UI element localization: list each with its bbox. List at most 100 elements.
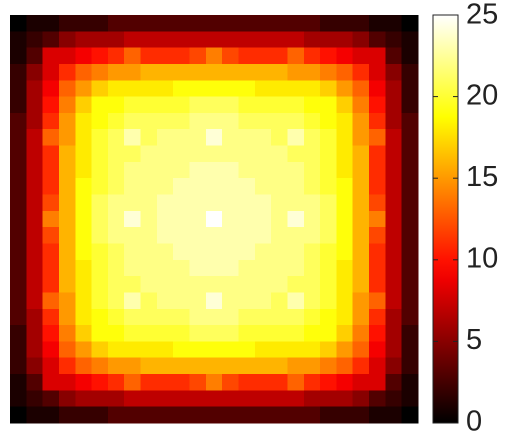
heat-cell: [205, 129, 223, 147]
heat-cell: [401, 390, 419, 408]
heat-cell: [173, 243, 191, 261]
heat-cell: [352, 178, 370, 196]
heat-cell: [75, 406, 93, 424]
heat-cell: [124, 31, 142, 49]
heat-cell: [287, 259, 305, 277]
heat-cell: [222, 31, 239, 49]
heat-cell: [91, 96, 109, 114]
heat-cell: [173, 292, 191, 310]
heat-cell: [58, 80, 76, 98]
heat-cell: [107, 341, 125, 359]
heat-cell: [10, 112, 27, 130]
heat-cell: [26, 80, 44, 98]
heat-cell: [124, 357, 142, 375]
heat-cell: [385, 357, 403, 375]
heat-cell: [352, 161, 370, 179]
heat-cell: [156, 63, 174, 81]
heat-cell: [91, 63, 109, 81]
heat-cell: [352, 357, 370, 375]
heat-cell: [222, 47, 239, 65]
heat-cell: [271, 227, 288, 244]
heat-cell: [271, 406, 288, 424]
heat-cell: [385, 259, 403, 277]
heat-cell: [385, 15, 403, 32]
heat-cell: [42, 178, 60, 196]
heat-cell: [91, 80, 109, 98]
heat-cell: [401, 357, 419, 375]
heat-cell: [320, 161, 337, 179]
heat-cell: [303, 178, 321, 196]
heat-cell: [140, 145, 158, 163]
heat-cell: [238, 178, 256, 196]
heat-cell: [26, 406, 44, 424]
heat-cell: [140, 325, 158, 342]
heat-cell: [401, 112, 419, 130]
heat-cell: [303, 357, 321, 375]
heat-cell: [10, 145, 27, 163]
heat-cell: [75, 243, 93, 261]
heat-cell: [173, 357, 191, 375]
heat-cell: [303, 80, 321, 98]
heat-cell: [140, 112, 158, 130]
heat-cell: [75, 80, 93, 98]
heat-cell: [107, 406, 125, 424]
heat-cell: [189, 194, 207, 212]
heat-cell: [91, 341, 109, 359]
heat-cell: [336, 145, 354, 163]
heat-cell: [336, 406, 354, 424]
heat-cell: [271, 357, 288, 375]
heat-cell: [189, 80, 207, 98]
heat-cell: [205, 292, 223, 310]
heat-cell: [10, 243, 27, 261]
heat-cell: [352, 145, 370, 163]
heat-cell: [401, 129, 419, 147]
heat-cell: [238, 161, 256, 179]
heat-cell: [401, 243, 419, 261]
heat-cell: [303, 129, 321, 147]
heat-cell: [303, 161, 321, 179]
heat-cell: [58, 210, 76, 228]
colorbar-tick-label: 5: [466, 324, 482, 356]
heat-cell: [385, 243, 403, 261]
heat-cell: [156, 194, 174, 212]
heat-cell: [320, 112, 337, 130]
heat-cell: [189, 374, 207, 391]
heat-cell: [205, 96, 223, 114]
heat-cell: [140, 374, 158, 391]
heat-cell: [10, 325, 27, 342]
heat-cell: [320, 210, 337, 228]
heat-cell: [107, 31, 125, 49]
heat-cell: [352, 47, 370, 65]
heat-cell: [10, 194, 27, 212]
heat-cell: [222, 374, 239, 391]
heat-cell: [124, 325, 142, 342]
heat-cell: [58, 178, 76, 196]
heat-cell: [222, 341, 239, 359]
heat-cell: [205, 308, 223, 326]
heat-cell: [91, 243, 109, 261]
heat-cell: [58, 259, 76, 277]
heat-cell: [287, 292, 305, 310]
heat-cell: [91, 161, 109, 179]
heat-cell: [320, 31, 337, 49]
heat-cell: [369, 390, 386, 408]
heat-cell: [42, 227, 60, 244]
heat-cell: [271, 129, 288, 147]
heat-cell: [238, 96, 256, 114]
heat-cell: [107, 178, 125, 196]
heat-cell: [401, 80, 419, 98]
heat-cell: [385, 178, 403, 196]
heat-cell: [303, 15, 321, 32]
heat-cell: [385, 112, 403, 130]
heat-cell: [140, 161, 158, 179]
heat-cell: [238, 15, 256, 32]
heat-cell: [271, 112, 288, 130]
heat-cell: [205, 47, 223, 65]
heat-cell: [271, 308, 288, 326]
heat-cell: [140, 31, 158, 49]
heat-cell: [58, 96, 76, 114]
heat-cell: [91, 112, 109, 130]
heat-cell: [352, 112, 370, 130]
heat-cell: [140, 47, 158, 65]
heat-cell: [42, 276, 60, 293]
